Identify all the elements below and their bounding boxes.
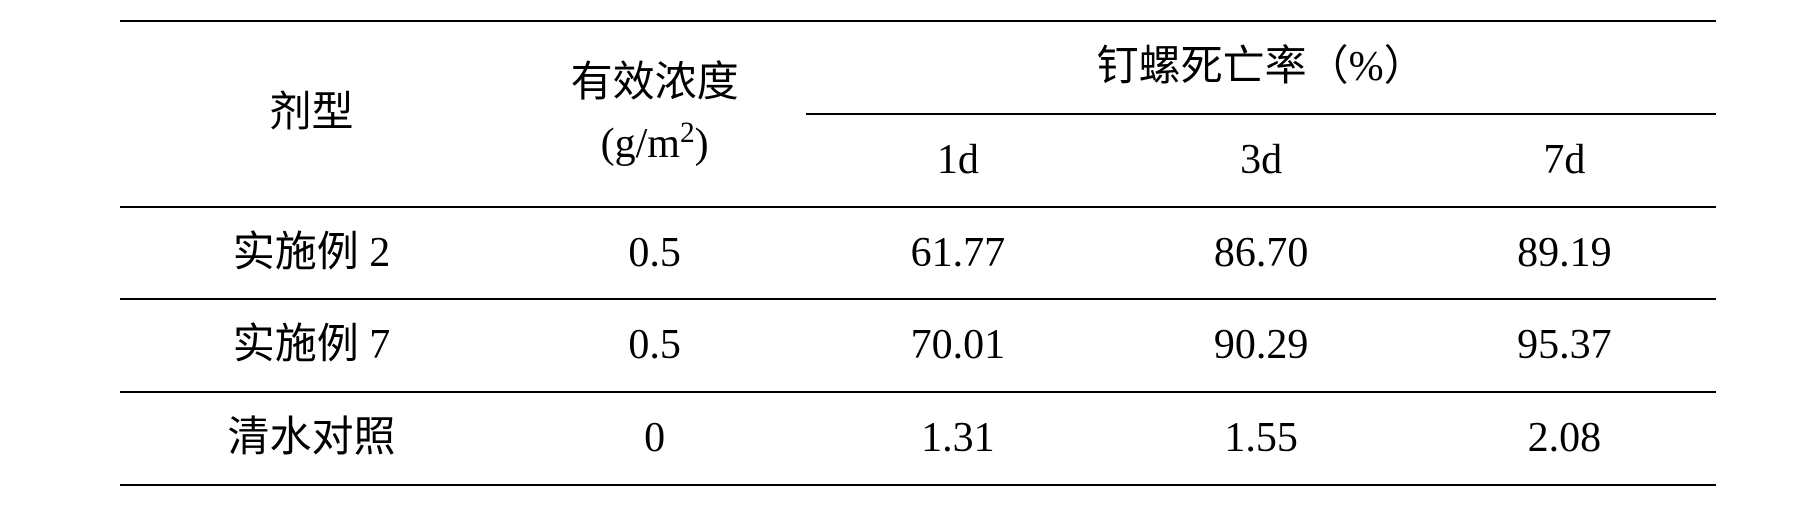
cell-3d: 86.70 [1110,207,1413,300]
col-header-7d: 7d [1413,114,1716,207]
unit-super: 2 [680,117,695,149]
cell-7d: 89.19 [1413,207,1716,300]
col-header-3d: 3d [1110,114,1413,207]
col-header-type: 剂型 [120,21,503,207]
col-header-1d: 1d [806,114,1109,207]
cell-type: 清水对照 [120,392,503,485]
table-row: 实施例 7 0.5 70.01 90.29 95.37 [120,299,1716,392]
cell-1d: 61.77 [806,207,1109,300]
table-row: 清水对照 0 1.31 1.55 2.08 [120,392,1716,485]
mortality-table: 剂型 有效浓度 (g/m2) 钉螺死亡率（%） 1d 3d 7d 实施例 2 0… [120,20,1716,486]
concentration-label: 有效浓度 [571,60,739,106]
unit-prefix: (g/m [601,121,680,167]
cell-7d: 2.08 [1413,392,1716,485]
cell-7d: 95.37 [1413,299,1716,392]
cell-3d: 90.29 [1110,299,1413,392]
cell-1d: 70.01 [806,299,1109,392]
col-header-concentration: 有效浓度 (g/m2) [503,21,806,207]
table-row: 实施例 2 0.5 61.77 86.70 89.19 [120,207,1716,300]
col-header-mortality-group: 钉螺死亡率（%） [806,21,1716,114]
cell-3d: 1.55 [1110,392,1413,485]
unit-suffix: ) [695,121,709,167]
cell-conc: 0 [503,392,806,485]
cell-type: 实施例 2 [120,207,503,300]
cell-conc: 0.5 [503,299,806,392]
table-container: 剂型 有效浓度 (g/m2) 钉螺死亡率（%） 1d 3d 7d 实施例 2 0… [0,0,1816,520]
cell-type: 实施例 7 [120,299,503,392]
cell-1d: 1.31 [806,392,1109,485]
concentration-unit: (g/m2) [601,121,709,167]
cell-conc: 0.5 [503,207,806,300]
